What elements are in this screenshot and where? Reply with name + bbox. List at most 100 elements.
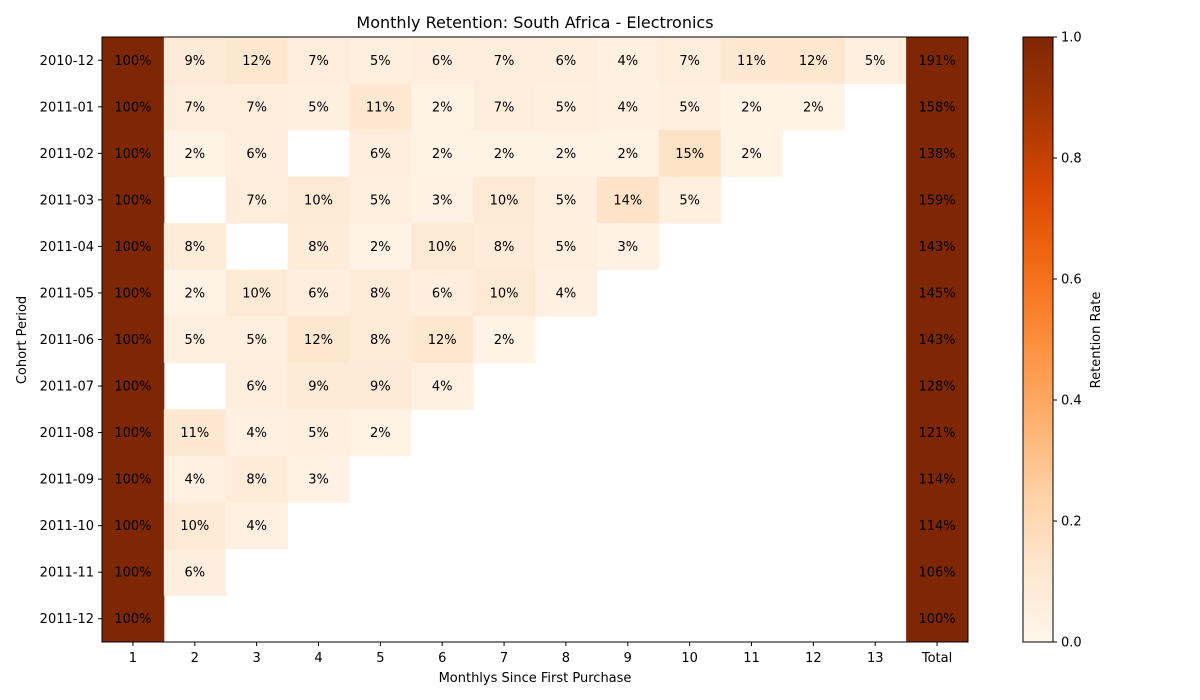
cell-label: 3%	[432, 193, 453, 208]
heatmap-cell	[225, 502, 289, 550]
heatmap-cell	[658, 176, 722, 224]
cell-label: 7%	[246, 100, 267, 115]
heatmap-cell	[102, 269, 165, 317]
cell-label: 12%	[304, 333, 333, 348]
cell-label: 5%	[370, 54, 391, 69]
cell-label: 8%	[370, 286, 391, 301]
total-label: 138%	[918, 147, 955, 162]
colorbar-tick-label: 0.4	[1061, 394, 1082, 409]
heatmap-cell	[225, 269, 289, 317]
total-cell	[906, 455, 969, 503]
cell-label: 4%	[556, 286, 577, 301]
heatmap-cell	[102, 409, 165, 457]
heatmap-cell	[225, 83, 289, 131]
heatmap-cell	[535, 37, 598, 85]
y-tick-label: 2011-06	[40, 333, 94, 348]
heatmap-cell	[473, 37, 536, 85]
cell-label: 12%	[799, 54, 828, 69]
cell-label: 10%	[180, 519, 209, 534]
heatmap-cell	[844, 37, 907, 85]
heatmap-cell	[102, 502, 165, 550]
y-axis-label: Cohort Period	[15, 296, 30, 384]
cell-label: 10%	[242, 286, 271, 301]
cell-label: 8%	[184, 240, 205, 255]
cell-label: 8%	[494, 240, 515, 255]
cell-label: 100%	[114, 566, 151, 581]
heatmap-cell	[163, 223, 227, 271]
heatmap-cell	[349, 362, 412, 410]
heatmap-cell	[287, 362, 350, 410]
heatmap-cell	[411, 316, 474, 364]
x-tick-label: Total	[921, 651, 952, 666]
cell-label: 7%	[679, 54, 700, 69]
x-tick-label: 5	[376, 651, 384, 666]
cell-label: 6%	[432, 286, 453, 301]
cell-label: 2%	[184, 147, 205, 162]
cell-label: 100%	[114, 100, 151, 115]
heatmap-cell	[473, 83, 536, 131]
heatmap-cell	[349, 223, 412, 271]
colorbar-gradient	[1022, 36, 1054, 643]
colorbar-tick-label: 0.2	[1061, 515, 1082, 530]
heatmap-cell	[225, 409, 289, 457]
heatmap-cell	[287, 176, 350, 224]
cell-label: 100%	[114, 519, 151, 534]
cell-label: 5%	[556, 100, 577, 115]
cell-label: 4%	[184, 473, 205, 488]
colorbar-tick-label: 0.0	[1061, 636, 1082, 651]
cell-label: 2%	[370, 426, 391, 441]
heatmap-cell	[102, 223, 165, 271]
heatmap-cell	[473, 223, 536, 271]
y-tick-label: 2011-04	[40, 240, 94, 255]
heatmap-cell	[411, 37, 474, 85]
colorbar: 0.0 0.2 0.4 0.6 0.8 1.0	[1022, 31, 1082, 651]
total-cell	[906, 548, 969, 596]
cell-label: 2%	[556, 147, 577, 162]
y-axis-ticks: 2010-12 2011-01 2011-02 2011-03 2011-04 2011-…	[40, 54, 102, 627]
heatmap-cell	[349, 316, 412, 364]
heatmap-cell	[535, 83, 598, 131]
total-label: 143%	[918, 240, 955, 255]
heatmap-cell	[163, 455, 227, 503]
x-tick-label: 11	[743, 651, 760, 666]
cell-label: 2%	[432, 147, 453, 162]
heatmap-cell	[535, 269, 598, 317]
y-tick-label: 2011-08	[40, 426, 94, 441]
total-cell	[906, 269, 969, 317]
total-label: 158%	[918, 100, 955, 115]
heatmap-cell	[287, 455, 350, 503]
cell-label: 2%	[494, 333, 515, 348]
heatmap-cell	[535, 130, 598, 178]
cell-label: 2%	[184, 286, 205, 301]
cell-label: 15%	[675, 147, 704, 162]
cell-label: 7%	[246, 193, 267, 208]
chart-title: Monthly Retention: South Africa - Electr…	[356, 13, 713, 32]
total-label: 114%	[918, 473, 955, 488]
heatmap-cell	[596, 130, 660, 178]
total-cell	[906, 176, 969, 224]
cell-label: 10%	[304, 193, 333, 208]
y-tick-label: 2011-12	[40, 612, 94, 627]
cell-label: 5%	[679, 100, 700, 115]
total-cell	[906, 362, 969, 410]
heatmap-cell	[102, 37, 165, 85]
heatmap-cell	[225, 130, 289, 178]
heatmap-cell	[720, 37, 783, 85]
cell-label: 100%	[114, 54, 151, 69]
cell-label: 6%	[308, 286, 329, 301]
total-label: 191%	[918, 54, 955, 69]
y-tick-label: 2010-12	[40, 54, 94, 69]
cell-label: 11%	[737, 54, 766, 69]
heatmap-cell	[102, 316, 165, 364]
heatmap-cell	[163, 37, 227, 85]
x-tick-label: 2	[191, 651, 199, 666]
cell-label: 6%	[432, 54, 453, 69]
total-cell	[906, 502, 969, 550]
heatmap-cell	[658, 83, 722, 131]
heatmap-cell	[163, 130, 227, 178]
cell-label: 4%	[617, 100, 638, 115]
heatmap-cell	[287, 409, 350, 457]
heatmap-cells: 100% 9% 12% 7% 5% 6% 7% 6% 4% 7% 11% 12% 5% 191% 100% 7…	[102, 37, 969, 643]
cell-label: 100%	[114, 380, 151, 395]
total-cell	[906, 130, 969, 178]
